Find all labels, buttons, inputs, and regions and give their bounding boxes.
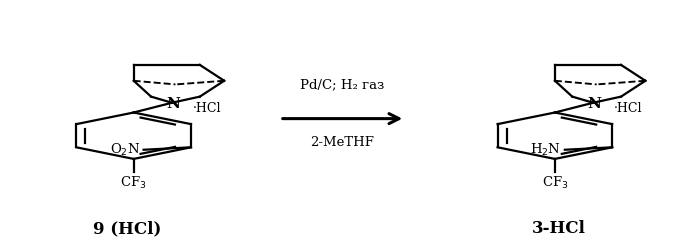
Text: CF$_3$: CF$_3$ <box>542 175 568 191</box>
Text: 3-HCl: 3-HCl <box>531 220 585 237</box>
Text: O$_2$N: O$_2$N <box>110 142 140 158</box>
Text: Pd/C; H₂ газ: Pd/C; H₂ газ <box>301 79 384 92</box>
Text: 2-MeTHF: 2-MeTHF <box>310 136 375 149</box>
Text: N: N <box>588 97 602 111</box>
Text: ·HCl: ·HCl <box>614 102 642 115</box>
Text: H$_2$N: H$_2$N <box>531 142 561 158</box>
Text: 9 (HCl): 9 (HCl) <box>92 220 161 237</box>
Text: CF$_3$: CF$_3$ <box>120 175 147 191</box>
Text: N: N <box>166 97 180 111</box>
Text: ·HCl: ·HCl <box>193 102 222 115</box>
